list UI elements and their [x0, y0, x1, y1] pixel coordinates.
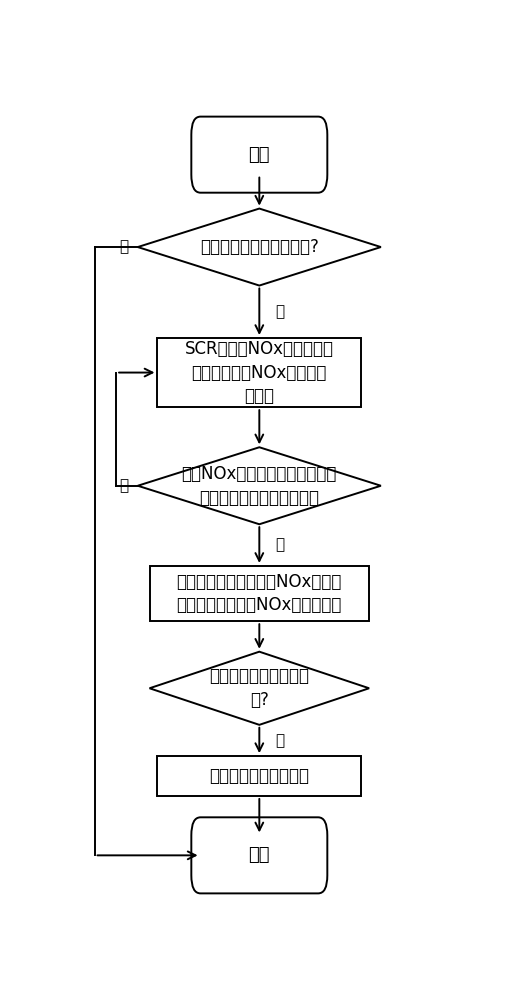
Bar	[157, 338, 361, 407]
Text: 否: 否	[119, 478, 128, 493]
Text: 报出尿素浓度过低故障: 报出尿素浓度过低故障	[209, 767, 309, 785]
FancyBboxPatch shape	[191, 117, 327, 193]
Text: 结束: 结束	[248, 846, 270, 864]
Text: 是: 是	[275, 304, 284, 319]
Polygon shape	[137, 209, 380, 286]
Text: 判断使能条件是否都满足?: 判断使能条件是否都满足?	[199, 238, 318, 256]
Bar	[157, 756, 361, 796]
Text: 否: 否	[119, 240, 128, 255]
Text: 上游NOx质量流量累积值超过设
定值并且经过设定时间值？: 上游NOx质量流量累积值超过设 定值并且经过设定时间值？	[181, 465, 336, 507]
Text: 开始: 开始	[248, 146, 270, 164]
Text: 是: 是	[275, 733, 284, 748]
Polygon shape	[149, 652, 369, 725]
Polygon shape	[137, 447, 380, 524]
Bar	[149, 566, 369, 621]
Text: 计算传感器测量的下游NOx积分值
与模型计算的下游NOx积分值差值: 计算传感器测量的下游NOx积分值 与模型计算的下游NOx积分值差值	[176, 573, 341, 614]
Text: SCR上下游NOx质量流量积
分计算；下游NOx模型值积
分计算: SCR上下游NOx质量流量积 分计算；下游NOx模型值积 分计算	[184, 340, 333, 405]
Text: 积分差值是否大于设定
值?: 积分差值是否大于设定 值?	[209, 667, 309, 709]
FancyBboxPatch shape	[191, 817, 327, 893]
Text: 是: 是	[275, 538, 284, 553]
